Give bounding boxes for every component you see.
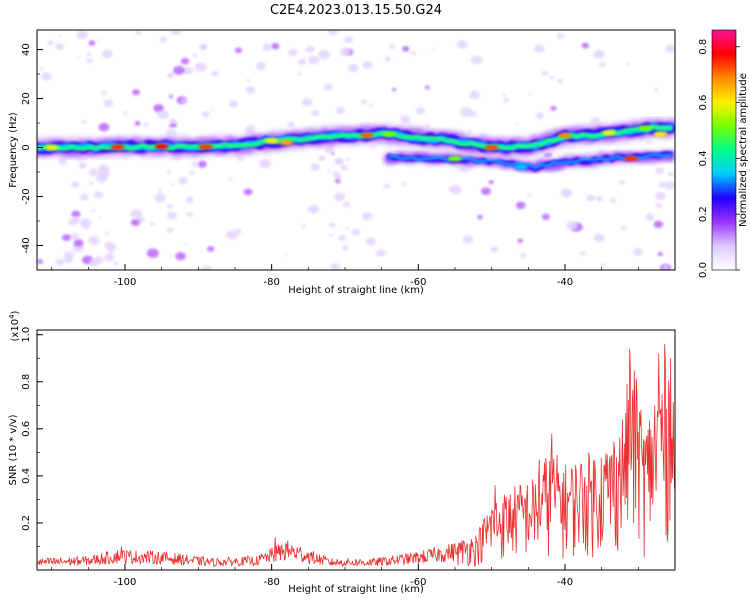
spectrogram-heatmap xyxy=(37,30,675,270)
colorbar-tick-label: 0.6 xyxy=(698,95,709,111)
snr-y-tick-label: 0.4 xyxy=(21,468,32,484)
spectrogram-y-tick-label: 40 xyxy=(21,43,32,56)
spectrogram-y-ticks: -40 -20 0 20 40 xyxy=(21,43,43,271)
spectrogram-x-ticks: -100 -80 -60 -40 xyxy=(51,264,639,288)
snr-frame xyxy=(36,329,676,571)
snr-y-tick-label: 0.2 xyxy=(21,515,32,531)
colorbar-gradient xyxy=(711,29,737,271)
snr-x-tick-label: -100 xyxy=(114,577,137,588)
colorbar-tick-label: 0.2 xyxy=(698,206,709,222)
colorbar-tick-label: 0.8 xyxy=(698,39,709,55)
spectrogram-y-axis-label: Frequency (Hz) xyxy=(8,112,19,188)
snr-x-axis-label: Height of straight line (km) xyxy=(288,584,424,595)
snr-x-ticks: -100 -80 -60 -40 xyxy=(51,564,639,588)
spectrogram-panel: -100 -80 -60 -40 -40 -20 0 20 40 Height of stra… xyxy=(8,29,676,296)
spectrogram-x-axis-label: Height of straight line (km) xyxy=(288,285,424,296)
snr-y-ticks: 0.2 0.4 0.6 0.8 1.0 xyxy=(21,327,43,547)
spectrogram-x-tick-label: -40 xyxy=(557,277,573,288)
snr-background xyxy=(37,330,675,570)
snr-y-axis-label: SNR (10 * v/v) xyxy=(8,414,19,485)
snr-y-tick-label: 1.0 xyxy=(21,327,32,343)
spectrogram-frame xyxy=(36,29,676,271)
snr-series-line xyxy=(37,344,675,568)
spectrogram-y-tick-label: 20 xyxy=(21,92,32,105)
snr-x-tick-label: -80 xyxy=(263,577,279,588)
snr-x-tick-label: -40 xyxy=(557,577,573,588)
colorbar-tick-label: 0.0 xyxy=(698,262,709,278)
spectrogram-y-tick-label: 0 xyxy=(21,144,32,150)
spectrogram-x-tick-label: -80 xyxy=(263,277,279,288)
snr-panel: -100 -80 -60 -40 0.2 0.4 0.6 0.8 1.0 Height of … xyxy=(8,310,676,595)
spectrogram-y-tick-label: -20 xyxy=(21,188,32,204)
spectrogram-x-tick-label: -100 xyxy=(114,277,137,288)
snr-y-tick-label: 0.8 xyxy=(21,374,32,390)
snr-y-tick-label: 0.6 xyxy=(21,421,32,437)
snr-x-tick-label: -60 xyxy=(410,577,426,588)
colorbar-label: Normalized spectral amplitude xyxy=(738,73,749,227)
colorbar: 0.0 0.2 0.4 0.6 0.8 Normalized spectral ampl… xyxy=(698,29,749,278)
spectrogram-x-tick-label: -60 xyxy=(410,277,426,288)
colorbar-tick-label: 0.4 xyxy=(698,150,709,166)
spectrogram-y-tick-label: -40 xyxy=(21,237,32,253)
snr-y-multiplier: (x104) xyxy=(8,310,21,341)
figure-title: C2E4.2023.013.15.50.G24 xyxy=(270,3,442,18)
colorbar-ticks: 0.0 0.2 0.4 0.6 0.8 xyxy=(698,39,740,278)
